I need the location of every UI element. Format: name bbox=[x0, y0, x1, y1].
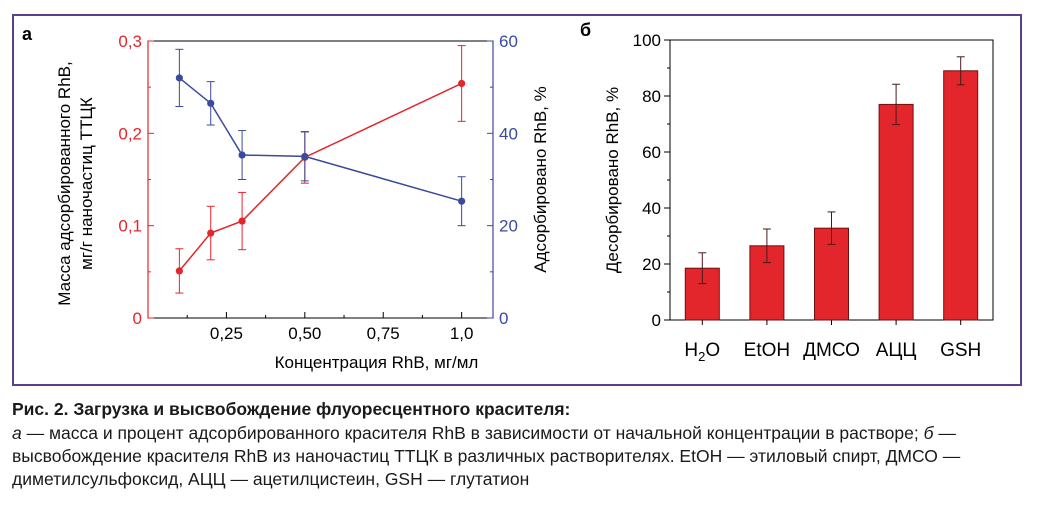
panel-a-data-point bbox=[458, 197, 466, 205]
panel-b-y-tick-label: 0 bbox=[652, 311, 661, 330]
panel-a-data-point bbox=[175, 267, 183, 275]
panel-a-left-ylabel-line2: мг/г наночастиц ТТЦК bbox=[77, 97, 96, 270]
panel-a-data-point bbox=[207, 99, 215, 107]
panel-a-data-point bbox=[238, 217, 246, 225]
panel-b-x-tick-label: АЦЦ bbox=[876, 340, 917, 361]
panel-a-x-tick-label: 0,25 bbox=[210, 324, 243, 343]
figure-canvas: а 0 0,1 0,2 0,3 0 20 40 60 0,25 0,50 0,75 1,0 Мас… bbox=[22, 20, 994, 372]
panel-b-y-tick-label: 20 bbox=[642, 255, 661, 274]
panel-a-right-tick-label: 20 bbox=[499, 217, 518, 236]
caption-text-2: — высвобождение красителя RhB из наночас… bbox=[12, 423, 961, 489]
panel-a-right-ylabel: Адсорбировано RhB, % bbox=[531, 86, 550, 273]
panel-b-bars bbox=[684, 56, 979, 321]
caption-body: а — масса и процент адсорбированного кра… bbox=[12, 422, 1024, 491]
panel-b-bar bbox=[943, 70, 979, 321]
panel-a-data-point bbox=[207, 229, 215, 237]
panel-b-ylabel: Десорбировано RhB, % bbox=[603, 87, 622, 273]
panel-a-series bbox=[175, 45, 466, 294]
panel-a-right-tick-label: 60 bbox=[499, 32, 518, 51]
panel-a-left-tick-label: 0 bbox=[133, 309, 142, 328]
panel-a-xlabel: Концентрация RhB, мг/мл bbox=[275, 353, 479, 372]
panel-a-x-tick-label: 0,50 bbox=[288, 324, 321, 343]
panel-b-y-tick-label: 100 bbox=[633, 31, 661, 50]
caption-letter-a: а bbox=[12, 423, 22, 443]
panel-a-left-axis: 0 0,1 0,2 0,3 bbox=[118, 32, 154, 328]
panel-a: а 0 0,1 0,2 0,3 0 20 40 60 0,25 0,50 0,75 1,0 Мас… bbox=[22, 24, 550, 372]
panel-b-x-tick-label: H2O bbox=[684, 340, 720, 364]
panel-a-x-axis: 0,25 0,50 0,75 1,0 bbox=[186, 312, 474, 343]
panel-a-right-tick-label: 0 bbox=[499, 309, 508, 328]
figure-caption: Рис. 2. Загрузка и высвобождение флуорес… bbox=[12, 398, 1024, 491]
panel-a-x-tick-label: 0,75 bbox=[367, 324, 400, 343]
panel-a-data-point bbox=[175, 74, 183, 82]
panel-b-y-tick-label: 80 bbox=[642, 87, 661, 106]
panel-b-x-tick-label: EtOH bbox=[744, 340, 790, 361]
panel-b: б 0 20 40 60 80 100 H2O EtOH ДМСО АЦЦ GSH Десорби… bbox=[580, 20, 994, 364]
panel-b-bar bbox=[684, 267, 720, 321]
panel-a-right-axis: 0 20 40 60 bbox=[487, 32, 518, 328]
panel-b-y-tick-label: 40 bbox=[642, 199, 661, 218]
panel-a-left-tick-label: 0,3 bbox=[118, 32, 142, 51]
figure-frame bbox=[12, 14, 1022, 386]
caption-letter-b: б bbox=[923, 423, 934, 443]
panel-a-left-ylabel-line1: Масса адсорбированного RhB, bbox=[55, 61, 74, 305]
panel-a-label: а bbox=[22, 24, 33, 44]
panel-a-left-tick-label: 0,2 bbox=[118, 124, 142, 143]
panel-b-bar bbox=[878, 103, 914, 321]
panel-b-y-tick-label: 60 bbox=[642, 143, 661, 162]
panel-b-x-tick-label: GSH bbox=[940, 340, 981, 361]
panel-a-x-tick-label: 1,0 bbox=[450, 324, 474, 343]
panel-a-right-tick-label: 40 bbox=[499, 124, 518, 143]
caption-title: Рис. 2. Загрузка и высвобождение флуорес… bbox=[12, 399, 571, 419]
panel-a-data-point bbox=[238, 151, 246, 159]
panel-b-x-tick-label: ДМСО bbox=[803, 340, 860, 361]
panel-a-plot-area bbox=[147, 40, 494, 319]
panel-b-label: б bbox=[580, 20, 591, 40]
panel-a-data-point bbox=[301, 152, 309, 161]
caption-text-1: — масса и процент адсорбированного краси… bbox=[21, 423, 924, 443]
panel-a-series-right-line bbox=[178, 77, 462, 202]
panel-a-left-tick-label: 0,1 bbox=[118, 217, 142, 236]
panel-b-y-axis: 0 20 40 60 80 100 bbox=[633, 31, 670, 330]
panel-b-x-axis: H2O EtOH ДМСО АЦЦ GSH bbox=[684, 320, 981, 364]
panel-a-series-left-line bbox=[178, 82, 462, 272]
panel-a-data-point bbox=[458, 79, 466, 88]
